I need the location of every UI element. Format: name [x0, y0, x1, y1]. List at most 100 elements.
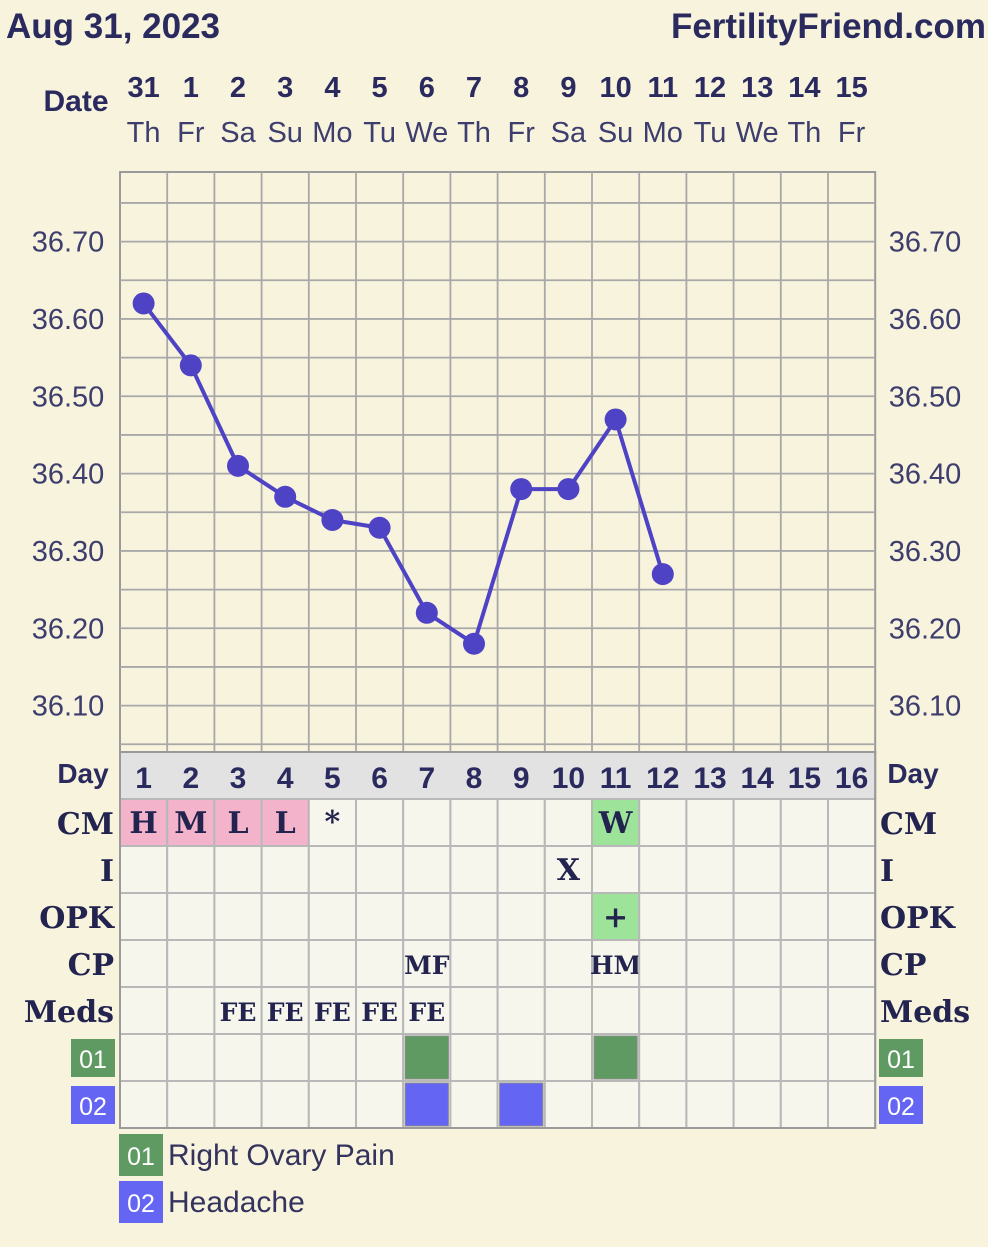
- y-tick-left: 36.40: [32, 459, 105, 491]
- symptom-cell: [591, 1080, 641, 1129]
- symptom-cell: [827, 1080, 877, 1129]
- table-cell: [119, 939, 169, 988]
- table-cell: [827, 986, 877, 1035]
- legend-badge-text: 02: [127, 1190, 155, 1218]
- table-cell: [213, 939, 263, 988]
- table-cell: [260, 845, 310, 894]
- day-number: 8: [466, 762, 483, 795]
- y-tick-right: 36.60: [889, 304, 962, 336]
- table-cell: [591, 845, 641, 894]
- table-cell: [827, 845, 877, 894]
- temp-point: [227, 454, 249, 477]
- table-cell: [119, 845, 169, 894]
- date-label: 2: [230, 72, 246, 104]
- y-tick-right: 36.50: [889, 381, 962, 413]
- weekday-label: We: [405, 117, 448, 149]
- table-cell: [779, 798, 829, 847]
- cell-value: H: [129, 806, 157, 841]
- weekday-label: Th: [787, 117, 821, 149]
- table-cell: [685, 845, 735, 894]
- table-cell: [827, 939, 877, 988]
- table-cell: [732, 939, 782, 988]
- day-number: 7: [418, 762, 435, 795]
- y-tick-left: 36.50: [32, 381, 105, 413]
- table-cell: [449, 845, 499, 894]
- symptom-cell: [732, 1080, 782, 1129]
- table-cell: [638, 986, 688, 1035]
- y-tick-right: 36.40: [889, 459, 962, 491]
- date-label: 3: [277, 72, 293, 104]
- row-label-right: I: [880, 854, 894, 889]
- temp-point: [415, 601, 438, 624]
- table-cell: [496, 986, 546, 1035]
- weekday-label: Fr: [177, 117, 205, 149]
- legend: 01 Right Ovary Pain 02 Headache: [119, 1134, 395, 1223]
- cell-value: L: [275, 806, 296, 841]
- day-number: 15: [788, 762, 821, 795]
- site-name[interactable]: FertilityFriend.com: [671, 7, 986, 46]
- day-number: 3: [230, 762, 247, 795]
- day-number: 10: [552, 762, 585, 795]
- row-label-right: CP: [880, 948, 926, 983]
- table-cell: [355, 892, 405, 941]
- table-cell: [827, 892, 877, 941]
- date-label: 5: [372, 72, 388, 104]
- chart-date: Aug 31, 2023: [6, 7, 220, 46]
- cell-value: *: [325, 805, 341, 840]
- table-cell: [166, 939, 216, 988]
- temp-point: [604, 408, 627, 431]
- table-cell: [543, 798, 593, 847]
- day-number: 12: [646, 762, 679, 795]
- table-cell: [543, 986, 593, 1035]
- symptom-cell: [260, 1033, 310, 1082]
- table-cell: [402, 986, 452, 1035]
- cell-value: X: [557, 853, 581, 888]
- row-label-left: CM: [57, 807, 114, 842]
- weekday-label: Mo: [643, 117, 683, 149]
- day-label-left: Day: [57, 758, 109, 789]
- y-tick-left: 36.10: [32, 691, 105, 723]
- weekday-label: Tu: [363, 117, 396, 149]
- cell-value: +: [603, 900, 628, 935]
- symptom-cell: [307, 1033, 357, 1082]
- y-tick-left: 36.30: [32, 536, 105, 568]
- temp-series-line: [142, 302, 665, 646]
- symptom-cell: [638, 1033, 688, 1082]
- legend-label: Right Ovary Pain: [168, 1139, 395, 1172]
- day-label-right: Day: [887, 758, 939, 789]
- cell-value: FE: [314, 998, 351, 1027]
- date-label: 6: [419, 72, 435, 104]
- table-cell: [260, 986, 310, 1035]
- temp-point: [179, 354, 202, 377]
- temp-point: [132, 292, 155, 315]
- date-label: 9: [560, 72, 576, 104]
- symptom-cell: [307, 1080, 357, 1129]
- y-tick-left: 36.20: [32, 613, 105, 645]
- table-cell: [543, 845, 593, 894]
- temp-point: [463, 632, 485, 655]
- table-cell: [449, 798, 499, 847]
- table-cell: [779, 986, 829, 1035]
- y-tick-left: 36.60: [32, 304, 105, 336]
- day-number: 9: [513, 762, 530, 795]
- symptom-badge-right-text: 02: [887, 1093, 915, 1121]
- symptom-cell: [166, 1080, 216, 1129]
- weekday-label: Su: [267, 117, 302, 149]
- symptom-cell: [119, 1033, 169, 1082]
- row-label-right: OPK: [880, 901, 956, 936]
- date-label: 31: [127, 72, 159, 104]
- table-cell: [260, 939, 310, 988]
- day-number: 2: [182, 762, 199, 795]
- date-label: 1: [183, 72, 199, 104]
- symptom-cell: [355, 1080, 405, 1129]
- symptom-cell: [543, 1033, 593, 1082]
- table-border: [119, 751, 877, 1129]
- weekday-label: Th: [457, 117, 491, 149]
- symptom-cell: [355, 1033, 405, 1082]
- table-cell: [685, 798, 735, 847]
- table-cell: [260, 892, 310, 941]
- temp-point: [510, 478, 533, 501]
- cell-value: M: [174, 806, 207, 841]
- table-cell: [827, 798, 877, 847]
